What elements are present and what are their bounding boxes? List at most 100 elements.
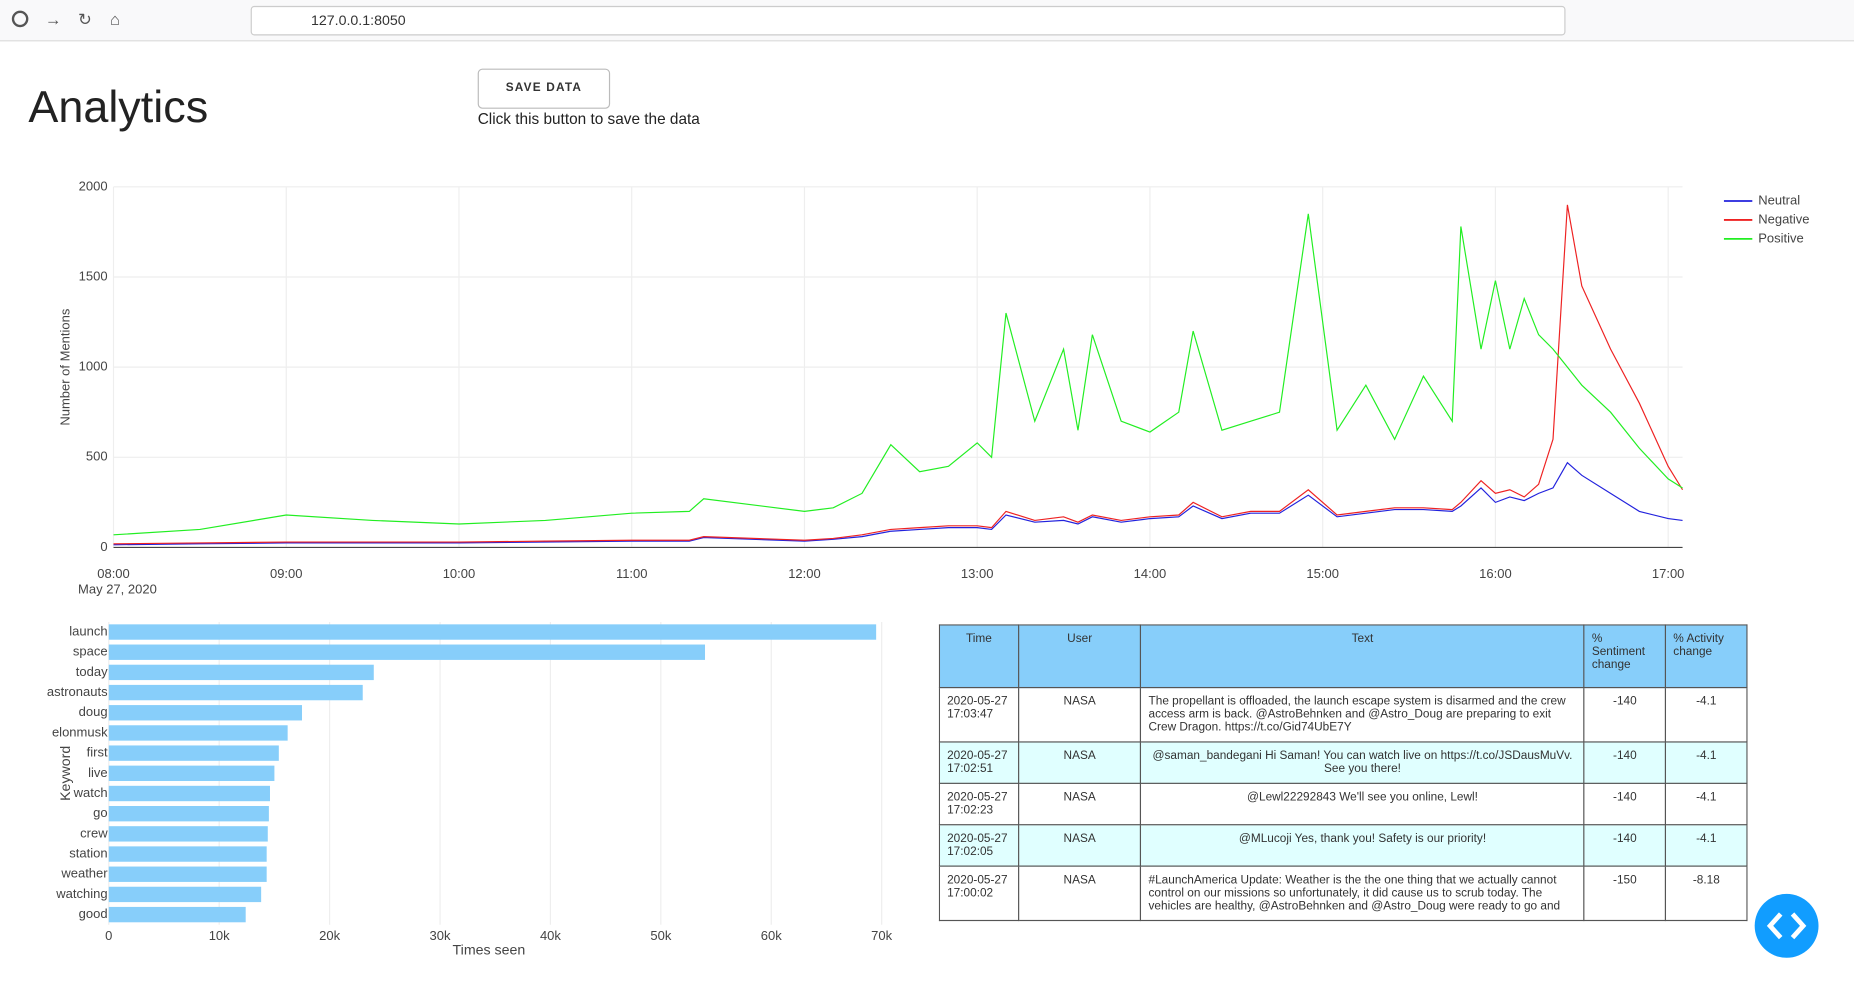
bar — [108, 906, 246, 923]
y-tick-label: go — [93, 805, 107, 820]
legend-label: Positive — [1758, 230, 1804, 245]
y-tick-label: elonmusk — [52, 724, 108, 739]
table-cell: -4.1 — [1665, 741, 1748, 784]
table-cell: -140 — [1583, 741, 1667, 784]
table-row: 2020-05-27 17:03:47 NASA The propellant is… — [938, 686, 1748, 743]
y-axis-label: Number of Mentions — [58, 308, 73, 426]
browser-toolbar: → ↻ ⌂ 127.0.0.1:8050 — [0, 0, 1854, 42]
bar — [108, 725, 288, 741]
tweet-table: Time User Text% Sentiment change% Activity… — [938, 624, 1748, 946]
y-tick-label: watching — [55, 886, 107, 901]
y-tick-label: first — [87, 745, 108, 760]
table-cell: 2020-05-27 17:02:05 — [938, 824, 1020, 867]
x-tick-label: 40k — [540, 928, 561, 943]
x-tick-label: 50k — [650, 928, 671, 943]
series-line — [113, 213, 1683, 536]
table-cell: NASA — [1017, 686, 1142, 743]
bar — [108, 664, 374, 681]
x-tick-label: 15:00 — [1306, 566, 1339, 581]
y-tick-label: 500 — [86, 449, 108, 464]
table-cell: The propellant is offloaded, the launch … — [1140, 686, 1585, 743]
reload-button[interactable]: ↻ — [78, 9, 92, 29]
y-tick-label: today — [76, 664, 108, 679]
y-tick-label: astronauts — [47, 684, 108, 699]
table: Time User Text% Sentiment change% Activity… — [938, 624, 1748, 922]
y-tick-label: 1500 — [79, 268, 108, 283]
table-cell: -140 — [1583, 824, 1667, 867]
bar — [108, 866, 267, 882]
y-tick-label: 0 — [100, 539, 107, 554]
forward-button[interactable]: → — [44, 9, 62, 29]
y-tick-label: space — [73, 644, 108, 659]
table-cell: NASA — [1017, 782, 1142, 826]
column-header: % Activity change — [1665, 624, 1748, 689]
x-tick-label: 17:00 — [1652, 566, 1685, 581]
save-button[interactable]: SAVE DATA — [477, 68, 611, 109]
x-date-label: May 27, 2020 — [78, 581, 157, 596]
table-cell: 2020-05-27 17:00:02 — [938, 865, 1020, 922]
x-tick-label: 08:00 — [97, 566, 130, 581]
table-cell: @saman_bandegani Hi Saman! You can watch… — [1140, 741, 1585, 784]
line-chart: 0 500 1000 1500 2000 08:00 09:00 10:00 11:00 12:0… — [58, 178, 1810, 596]
table-cell: -140 — [1583, 686, 1667, 743]
table-row: 2020-05-27 17:02:51 NASA @saman_bandegani … — [938, 741, 1748, 784]
x-tick-label: 12:00 — [788, 566, 821, 581]
series-line — [113, 204, 1684, 545]
bar — [108, 644, 706, 660]
column-header: Text — [1140, 624, 1585, 689]
x-tick-label: 30k — [430, 928, 451, 943]
y-tick-label: crew — [80, 825, 108, 840]
bar — [108, 826, 268, 842]
x-tick-label: 16:00 — [1479, 566, 1512, 581]
page-title: Analytics — [28, 82, 209, 133]
bar-chart: 0 10k 20k 30k 40k 50k 60k 70k launch space today as… — [47, 621, 893, 958]
bar — [108, 765, 275, 782]
table-cell: -4.1 — [1665, 686, 1748, 743]
home-button[interactable]: ⌂ — [109, 9, 120, 29]
table-cell: NASA — [1017, 865, 1142, 922]
x-tick-label: 0 — [105, 928, 112, 943]
y-tick-label: launch — [69, 623, 107, 638]
x-tick-label: 60k — [761, 928, 782, 943]
bar — [108, 684, 363, 701]
x-tick-label: 09:00 — [270, 566, 303, 581]
table-cell: 2020-05-27 17:02:23 — [938, 782, 1020, 826]
table-cell: -4.1 — [1665, 782, 1748, 826]
bar — [108, 846, 267, 862]
bar — [108, 705, 303, 721]
table-cell: NASA — [1017, 741, 1142, 784]
back-button[interactable] — [11, 10, 29, 28]
table-cell: -8.18 — [1665, 865, 1748, 922]
bar — [108, 624, 877, 640]
y-tick-label: 2000 — [79, 178, 108, 193]
x-tick-label: 13:00 — [961, 566, 994, 581]
column-header: Time — [938, 624, 1020, 689]
table-cell: @Lewl22292843 We'll see you online, Lewl… — [1140, 782, 1585, 826]
debug-button[interactable] — [1754, 893, 1819, 958]
legend-label: Neutral — [1758, 192, 1800, 207]
y-tick-label: good — [79, 906, 108, 921]
button-caption: Click this button to save the data — [477, 109, 700, 128]
table-cell: #LaunchAmerica Update: Weather is the th… — [1140, 865, 1585, 922]
bar — [108, 785, 270, 802]
bar — [108, 886, 262, 903]
x-tick-label: 11:00 — [616, 566, 648, 581]
table-row: 2020-05-27 17:02:05 NASA @MLucoji Yes, tha… — [938, 824, 1748, 867]
table-cell: -150 — [1583, 865, 1667, 922]
y-tick-label: watch — [73, 785, 108, 800]
legend-label: Negative — [1758, 211, 1809, 226]
bar — [108, 745, 279, 761]
y-tick-label: doug — [79, 704, 108, 719]
table-cell: 2020-05-27 17:02:51 — [938, 741, 1020, 784]
y-axis-label: Keyword — [58, 746, 74, 801]
url-bar[interactable]: 127.0.0.1:8050 — [250, 5, 1566, 36]
y-tick-label: weather — [60, 866, 108, 881]
bar — [108, 806, 269, 822]
table-row: 2020-05-27 17:00:02 NASA #LaunchAmerica Up… — [938, 865, 1748, 922]
x-tick-label: 10:00 — [443, 566, 476, 581]
table-cell: -140 — [1583, 782, 1667, 826]
table-cell: @MLucoji Yes, thank you! Safety is our p… — [1140, 824, 1585, 867]
x-axis-label: Times seen — [453, 942, 526, 958]
